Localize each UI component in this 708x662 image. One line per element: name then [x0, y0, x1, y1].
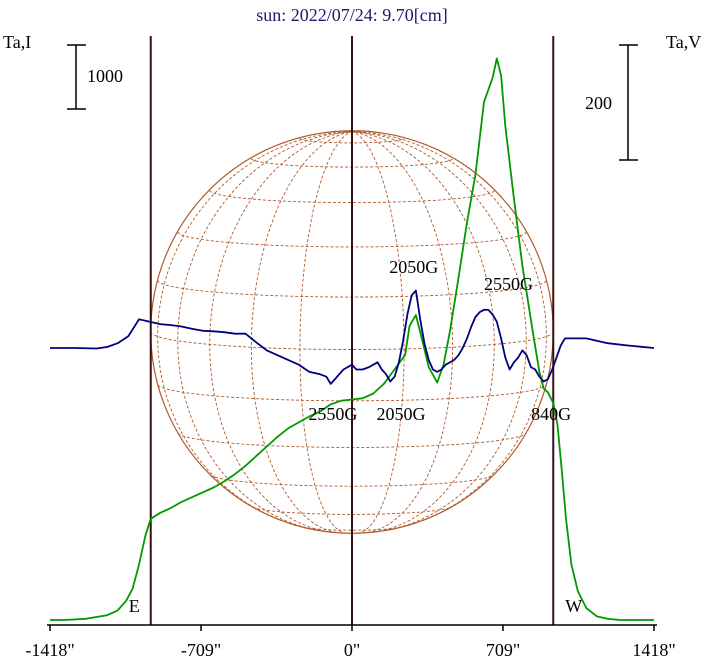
- disk-meridian-line: [351, 131, 495, 533]
- field-annotation: 2050G: [376, 404, 425, 424]
- limb-label: E: [129, 596, 140, 616]
- left-scale-bar-label: 1000: [87, 66, 123, 86]
- field-annotation: 840G: [531, 404, 571, 424]
- series-line-green: [50, 57, 654, 621]
- x-tick-label: 0": [344, 640, 360, 660]
- annotations: 2050G 2550G 2550G 2050G 840G: [308, 257, 571, 424]
- disk-meridian-line: [250, 131, 353, 534]
- right-scale-bar: [619, 44, 638, 161]
- disk-meridian-line: [351, 131, 547, 522]
- disk-meridian-line: [157, 131, 353, 522]
- left-axis-label: Ta,I: [3, 32, 31, 52]
- chart-title: sun: 2022/07/24: 9.70[cm]: [256, 5, 448, 25]
- field-annotation: 2550G: [308, 404, 357, 424]
- limb-label: W: [565, 596, 582, 616]
- series-line-blue: [50, 289, 655, 385]
- right-axis-label: Ta,V: [666, 32, 701, 52]
- x-tick-label: 1418": [632, 640, 675, 660]
- field-annotation: 2550G: [484, 274, 533, 294]
- x-axis-ticks: -1418" -709" 0" 709" 1418": [25, 625, 676, 660]
- x-tick-label: -709": [181, 640, 221, 660]
- disk-meridian-line: [209, 131, 353, 533]
- x-tick-label: -1418": [25, 640, 74, 660]
- disk-meridian-line: [299, 131, 353, 534]
- right-scale-bar-label: 200: [585, 93, 612, 113]
- left-scale-bar: [67, 44, 86, 110]
- field-annotation: 2050G: [389, 257, 438, 277]
- disk-meridian-line: [177, 131, 353, 531]
- x-tick-label: 709": [486, 640, 520, 660]
- disk-meridian-line: [351, 131, 527, 531]
- disk-parallel-line: [209, 190, 495, 204]
- disk-meridian-line: [351, 131, 405, 534]
- disk-meridian-line: [351, 131, 454, 534]
- series-group: [50, 57, 655, 621]
- disk-parallel-line: [252, 506, 452, 515]
